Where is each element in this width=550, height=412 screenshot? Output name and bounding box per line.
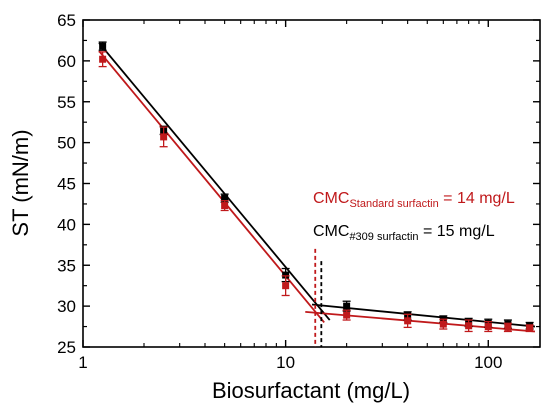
data-point-series-2 — [526, 324, 534, 332]
data-point-series-1 — [221, 194, 229, 202]
y-tick-label: 55 — [57, 93, 76, 112]
x-axis-title: Biosurfactant (mg/L) — [212, 378, 410, 403]
cmc-annotation-standard-value: = 14 mg/L — [439, 190, 515, 207]
data-point-series-1 — [343, 302, 351, 310]
cmc-annotation-standard-main: CMC — [313, 190, 349, 207]
data-point-series-1 — [99, 42, 107, 50]
x-tick-label: 100 — [474, 353, 502, 372]
x-tick-label: 10 — [276, 353, 295, 372]
data-point-series-2 — [465, 322, 473, 330]
cmc-annotation-standard-sub: Standard surfactin — [349, 198, 438, 210]
cmc-annotation-309-sub: #309 surfactin — [349, 231, 418, 243]
x-tick-label: 1 — [78, 353, 87, 372]
cmc-annotation-standard: CMCStandard surfactin = 14 mg/L — [313, 190, 515, 210]
y-tick-label: 60 — [57, 52, 76, 71]
y-tick-label: 50 — [57, 134, 76, 153]
data-point-series-2 — [504, 323, 512, 331]
data-point-series-2 — [221, 202, 229, 210]
cmc-annotation-309: CMC#309 surfactin = 15 mg/L — [313, 223, 495, 243]
y-tick-label: 45 — [57, 175, 76, 194]
fit-lines — [98, 42, 536, 333]
data-point-series-2 — [282, 282, 290, 290]
y-tick-label: 35 — [57, 256, 76, 275]
y-tick-label: 30 — [57, 297, 76, 316]
y-tick-label: 65 — [57, 11, 76, 30]
fit-line-series-2 — [98, 50, 325, 324]
data-point-series-2 — [99, 55, 107, 63]
fit-line-series-1 — [98, 42, 331, 321]
data-point-series-2 — [439, 320, 447, 328]
cmc-markers — [314, 248, 323, 347]
data-points — [98, 41, 534, 333]
y-tick-label: 40 — [57, 215, 76, 234]
axis-ticks: 25 30 35 40 45 50 55 60 65 1 10 100 — [57, 11, 540, 372]
y-axis-title: ST (mN/m) — [8, 129, 33, 236]
data-point-series-2 — [484, 323, 492, 331]
data-point-series-2 — [160, 133, 168, 141]
cmc-annotation-309-main: CMC — [313, 223, 349, 240]
data-point-series-2 — [404, 317, 412, 325]
data-point-series-2 — [343, 311, 351, 319]
data-point-series-1 — [282, 271, 290, 279]
y-tick-label: 25 — [57, 338, 76, 357]
cmc-annotation-309-value: = 15 mg/L — [419, 223, 495, 240]
